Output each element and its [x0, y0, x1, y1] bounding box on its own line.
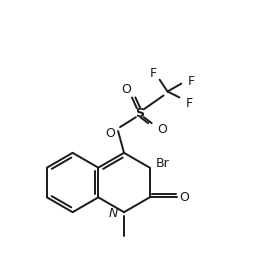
Text: F: F: [185, 97, 193, 110]
Text: F: F: [150, 67, 157, 80]
Text: N: N: [109, 207, 118, 220]
Text: F: F: [187, 75, 195, 88]
Text: O: O: [105, 127, 115, 139]
Text: Br: Br: [156, 157, 169, 170]
Text: O: O: [179, 191, 189, 204]
Text: O: O: [121, 83, 131, 96]
Text: O: O: [158, 122, 167, 136]
Text: S: S: [135, 107, 144, 120]
